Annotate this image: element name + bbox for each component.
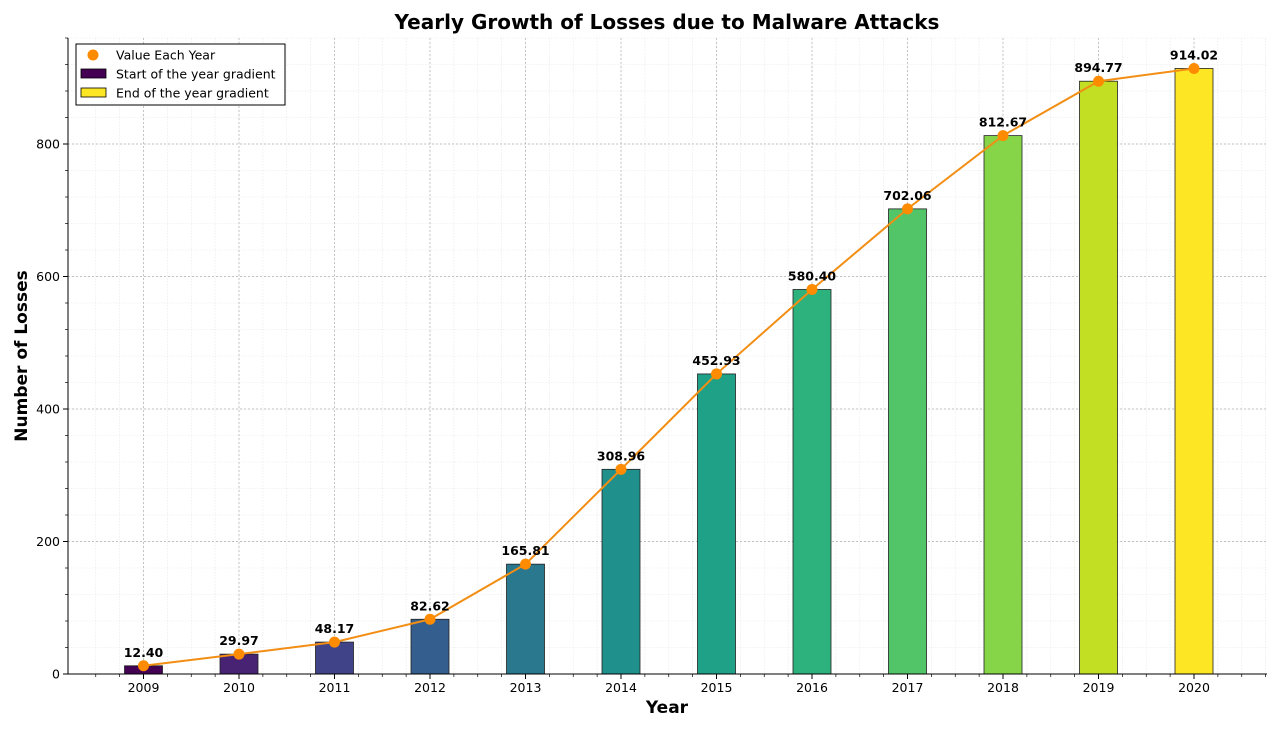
bar-2020 [1174,68,1214,675]
y-tick-label-800: 800 [36,137,60,152]
chart-title: Yearly Growth of Losses due to Malware A… [394,10,940,34]
data-label-2018: 812.67 [979,115,1027,130]
x-tick-label-2017: 2017 [892,680,924,695]
value-line [138,62,1200,672]
x-tick-label-2011: 2011 [319,680,351,695]
y-axis-label: Number of Losses [12,270,32,441]
point-2019 [1093,75,1104,87]
point-2015 [711,368,722,380]
x-axis-label: Year [645,698,689,718]
bar-2018 [983,135,1023,675]
y-tick-label-0: 0 [52,667,60,682]
data-label-2010: 29.97 [219,633,259,648]
legend-entry-end-gradient: End of the year gradient [116,86,269,101]
bar-2013 [506,563,545,675]
x-tick-label-2014: 2014 [605,680,637,695]
data-label-2020: 914.02 [1170,47,1218,62]
legend: Value Each Year Start of the year gradie… [75,43,286,106]
y-tick-label-400: 400 [36,402,60,417]
bars [124,68,1214,675]
bar-2012 [410,618,450,675]
x-tick-label-2019: 2019 [1083,680,1115,695]
point-2013 [520,558,531,570]
legend-marker-icon [87,49,99,61]
data-labels: 12.40 29.97 48.17 82.62 165.81 308.96 452.93 58… [124,47,1218,659]
data-label-2015: 452.93 [692,353,740,368]
legend-box [75,43,286,106]
y-ticks: 0 200 400 600 800 [36,37,68,682]
x-tick-label-2020: 2020 [1178,680,1210,695]
data-label-2019: 894.77 [1074,60,1122,75]
bar-2016 [792,289,832,675]
bar-2015 [697,373,736,675]
bar-2019 [1079,80,1118,675]
point-2012 [424,613,436,625]
point-2011 [329,636,340,648]
x-tick-label-2015: 2015 [701,680,733,695]
point-2017 [902,203,913,215]
point-2016 [806,283,818,295]
legend-start-gradient-swatch [80,68,107,79]
x-tick-label-2012: 2012 [414,680,446,695]
y-tick-label-600: 600 [36,269,60,284]
data-label-2012: 82.62 [410,598,450,613]
point-2009 [138,660,149,672]
x-tick-label-2016: 2016 [796,680,828,695]
data-label-2016: 580.40 [788,268,837,283]
x-tick-label-2018: 2018 [987,680,1019,695]
point-2018 [997,130,1009,142]
point-2020 [1188,62,1200,74]
data-label-2013: 165.81 [501,543,549,558]
x-ticks: 2009 2010 2011 2012 2013 2014 2015 2016 2017 2018… [95,674,1266,695]
data-label-2009: 12.40 [124,645,164,660]
x-tick-label-2013: 2013 [510,680,542,695]
point-2014 [615,463,627,475]
bar-2017 [888,208,927,675]
data-label-2014: 308.96 [597,448,646,463]
data-label-2011: 48.17 [315,621,355,636]
x-tick-label-2010: 2010 [223,680,255,695]
value-line-path [143,67,1195,667]
legend-end-gradient-swatch [80,87,107,98]
x-tick-label-2009: 2009 [128,680,160,695]
legend-entry-value-each-year: Value Each Year [116,48,216,63]
legend-entry-start-gradient: Start of the year gradient [116,67,276,82]
y-tick-label-200: 200 [36,534,60,549]
bar-2014 [601,468,641,675]
point-2010 [233,648,245,660]
data-label-2017: 702.06 [883,188,932,203]
